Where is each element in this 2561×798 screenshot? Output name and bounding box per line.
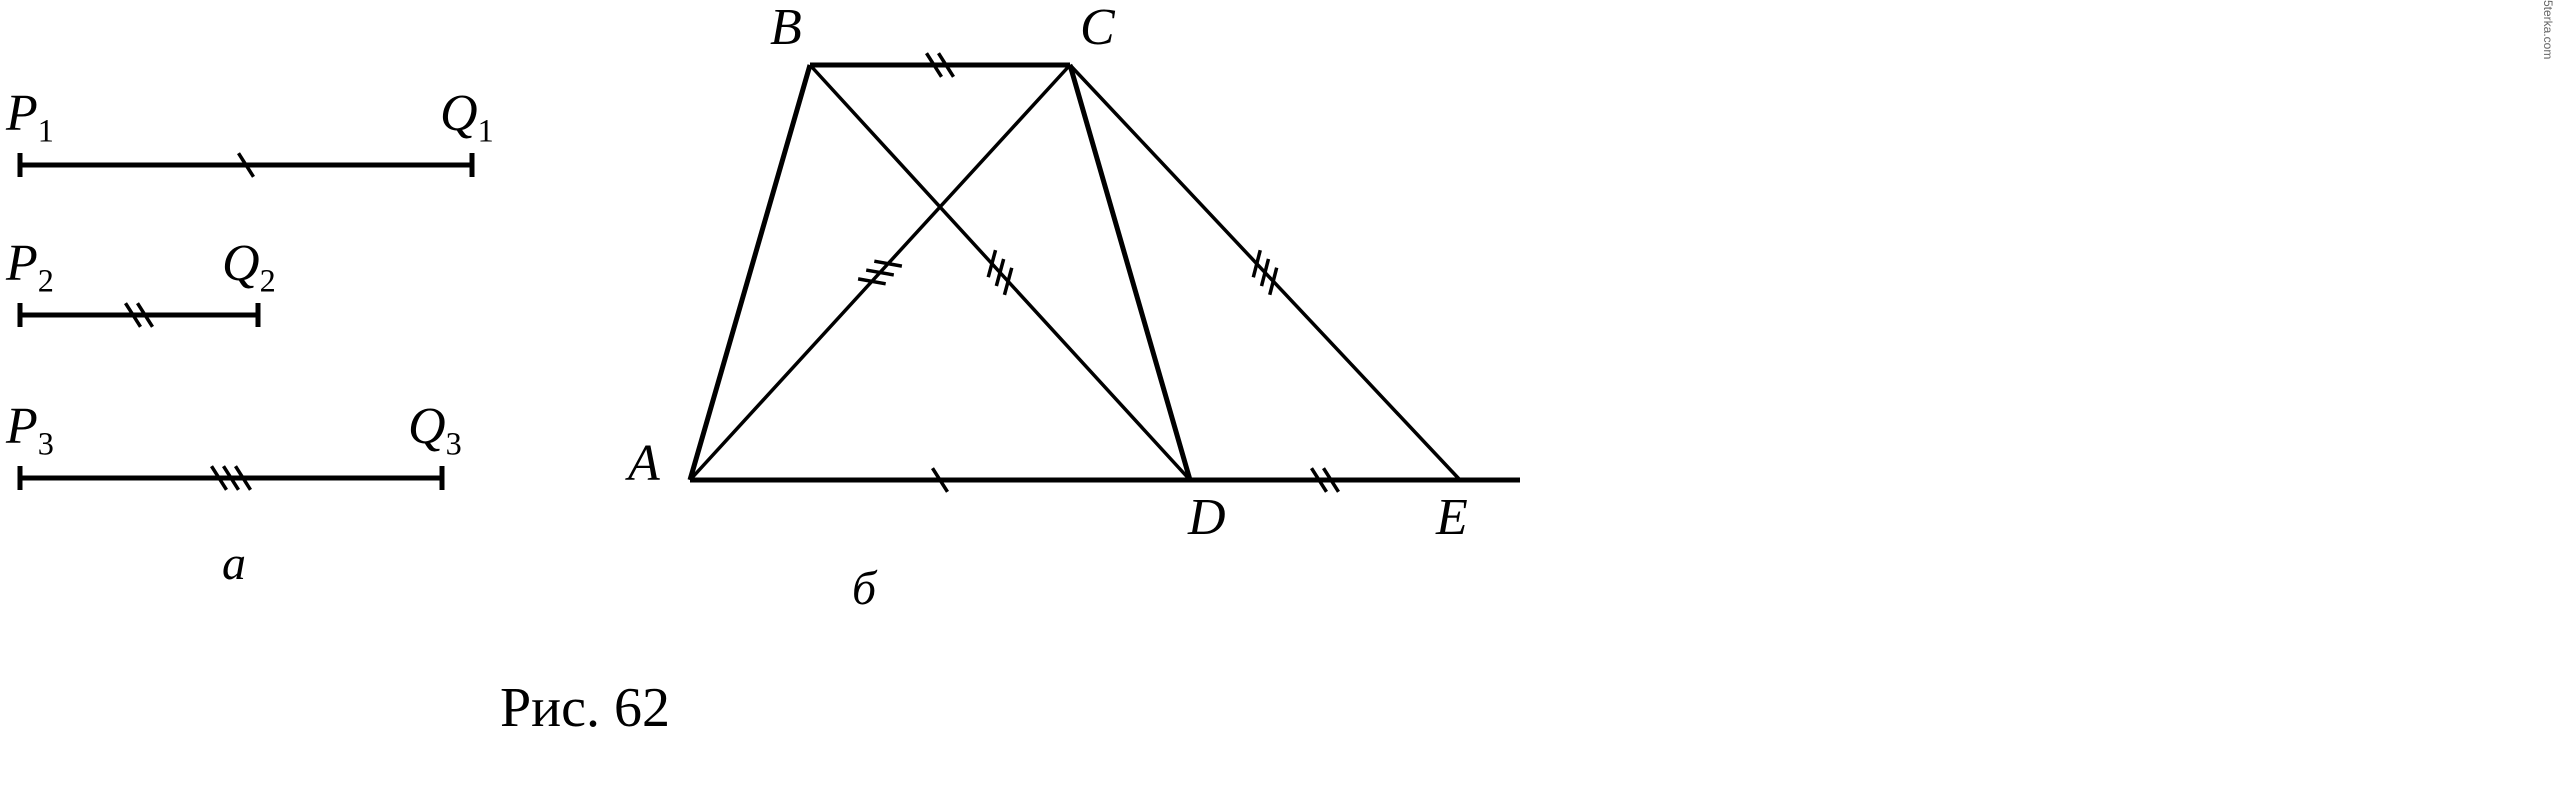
label-C: C [1080,2,1115,54]
diagram-canvas [0,0,2561,798]
subfigure-label-a: а [222,540,246,588]
watermark: 5terka.com [2541,0,2555,59]
label-A: A [628,438,660,490]
label-P2: P2 [6,238,54,297]
label-P3: P3 [6,401,54,460]
figure-caption: Рис. 62 [500,680,670,736]
subfigure-label-b: б [852,565,876,613]
label-B: B [770,2,802,54]
label-E: E [1436,492,1468,544]
label-D: D [1188,492,1226,544]
label-Q1: Q1 [440,88,494,147]
label-P1: P1 [6,88,54,147]
label-Q2: Q2 [222,238,276,297]
label-Q3: Q3 [408,401,462,460]
